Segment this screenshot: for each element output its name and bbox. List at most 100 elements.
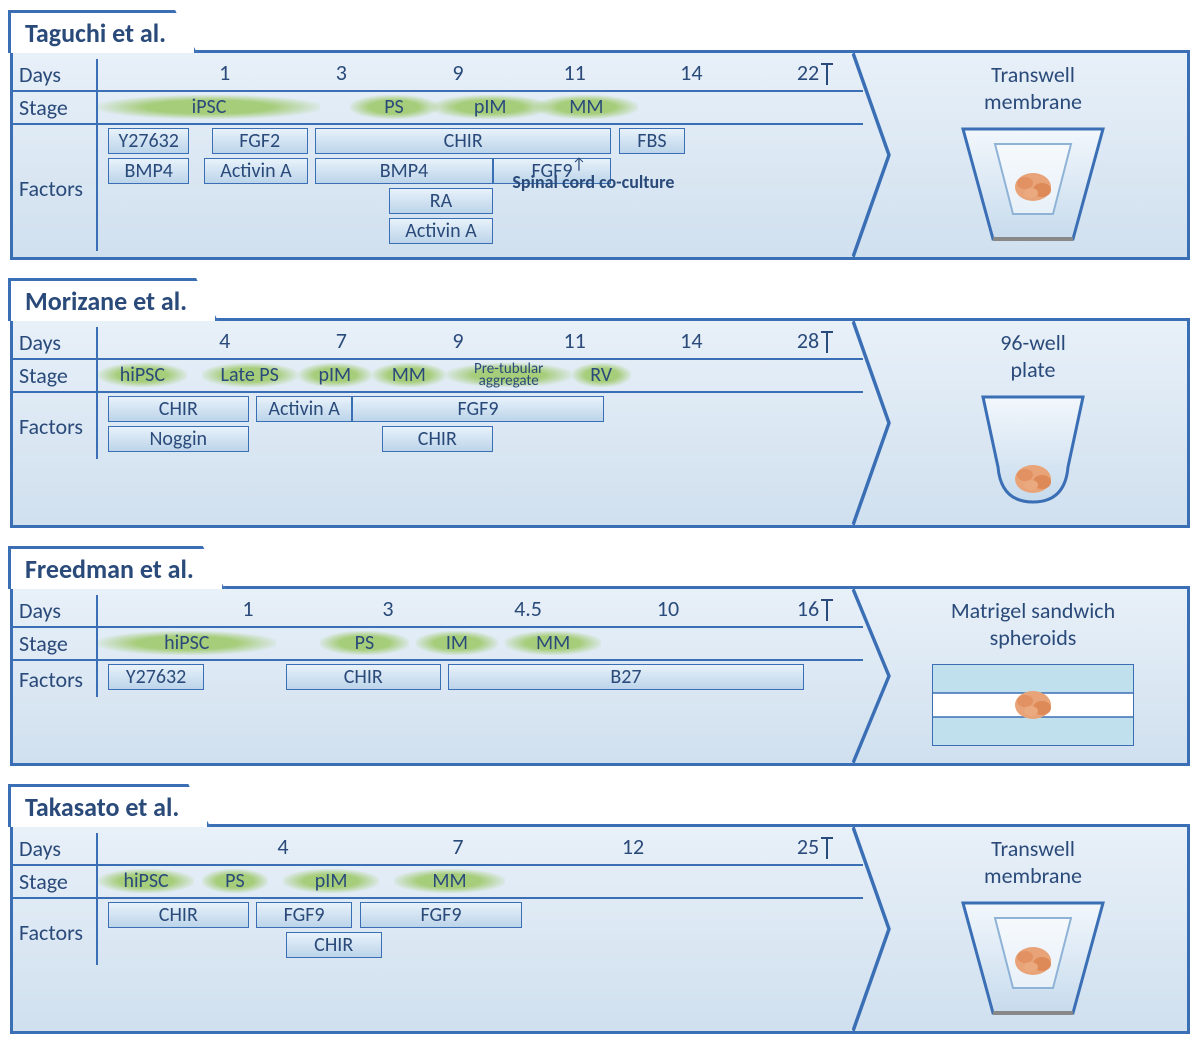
stage-track: hiPSC Late PSpIMMMPre-tubular aggregateRV xyxy=(98,360,863,390)
factor-box: Noggin xyxy=(108,426,249,452)
day-tick: 7 xyxy=(452,833,463,860)
factors-area: Y27632CHIRB27 xyxy=(98,661,863,697)
vessel-label: Matrigel sandwichspheroids xyxy=(889,597,1177,651)
vessel-label: Transwellmembrane xyxy=(889,61,1177,115)
factor-box: Activin A xyxy=(204,158,308,184)
day-tick: 28 xyxy=(797,327,819,354)
days-label: Days xyxy=(13,595,98,626)
stage-track: hiPSCPSpIMMM xyxy=(98,866,863,896)
transwell-icon xyxy=(933,893,1133,1023)
day-tick: 9 xyxy=(452,59,463,86)
day-tick: 11 xyxy=(564,59,586,86)
stage-pill: Pre-tubular aggregate xyxy=(446,363,572,387)
factors-label: Factors xyxy=(13,661,98,697)
day-tick: 10 xyxy=(657,595,679,622)
stage-pill: pIM xyxy=(431,95,549,119)
stage-pill: MM xyxy=(372,363,446,387)
days-axis: 479111428 xyxy=(98,327,863,355)
panel-body: Days139111422StageiPSCPSpIMMMFactorsY276… xyxy=(10,50,1190,260)
stage-label: Stage xyxy=(13,628,98,659)
panel-title-tab: Takasato et al. xyxy=(8,784,210,827)
factor-box: FGF9 xyxy=(360,902,523,928)
stage-pill: MM xyxy=(505,631,601,655)
stage-pill: PS xyxy=(350,95,439,119)
factor-box: FBS xyxy=(619,128,686,154)
days-axis: 1 3 4.5 10 16 xyxy=(98,595,863,623)
stage-pill: PS xyxy=(202,869,269,893)
panel-body: Days471225StagehiPSCPSpIMMMFactorsCHIRFG… xyxy=(10,824,1190,1034)
factor-box: BMP4 xyxy=(315,158,493,184)
day-tick: 14 xyxy=(680,59,702,86)
stage-pill: pIM xyxy=(298,363,372,387)
day-tick: 22 xyxy=(797,59,819,86)
protocol-panel: Taguchi et al.Days139111422StageiPSCPSpI… xyxy=(10,10,1190,260)
factors-label: Factors xyxy=(13,393,98,459)
stage-pill: hiPSC xyxy=(98,869,194,893)
matrigel-icon xyxy=(923,655,1143,755)
panel-title-tab: Morizane et al. xyxy=(8,278,218,321)
stage-pill: MM xyxy=(535,95,639,119)
factor-box: Y27632 xyxy=(108,128,189,154)
vessel-label: 96-wellplate xyxy=(889,329,1177,383)
day-tick: 25 xyxy=(797,833,819,860)
day-tick: 16 xyxy=(797,595,819,622)
stage-track: hiPSC PS IM MM xyxy=(98,628,863,658)
vessel-area: Matrigel sandwichspheroids xyxy=(863,589,1187,763)
transwell-icon xyxy=(933,119,1133,249)
stage-pill: pIM xyxy=(283,869,379,893)
factor-box: CHIR xyxy=(315,128,611,154)
stage-pill: PS xyxy=(320,631,409,655)
panel-title-tab: Freedman et al. xyxy=(8,546,225,589)
stage-pill: RV xyxy=(572,363,631,387)
factors-area: CHIRActivin AFGF9NogginCHIR xyxy=(98,393,863,459)
panel-body: Days134.51016StagehiPSCPSIMMMFactorsY276… xyxy=(10,586,1190,766)
day-tick: 7 xyxy=(336,327,347,354)
factor-box: RA xyxy=(389,188,493,214)
protocol-panel: Freedman et al. Days 1 3 4.5 10 16 StagehiPSC PS… xyxy=(10,546,1190,766)
days-axis: 139111422 xyxy=(98,59,863,87)
factors-label: Factors xyxy=(13,125,98,251)
day-tick: 4 xyxy=(219,327,230,354)
stage-pill: hiPSC xyxy=(98,631,276,655)
days-axis: 471225 xyxy=(98,833,863,861)
stage-label: Stage xyxy=(13,866,98,897)
protocol-panel: Takasato et al. Days471225StagehiPSC PS pIM… xyxy=(10,784,1190,1034)
panel-body: Days479111428StagehiPSCLate PSpIMMMPre-t… xyxy=(10,318,1190,528)
factor-box: B27 xyxy=(448,664,803,690)
protocol-panel: Morizane et al.Days479111428StagehiPSCLa… xyxy=(10,278,1190,528)
factor-box: Activin A xyxy=(256,396,352,422)
stage-track: iPSC PSpIMMM xyxy=(98,92,863,122)
factors-label: Factors xyxy=(13,899,98,965)
stage-pill: iPSC xyxy=(98,95,320,119)
day-tick: 3 xyxy=(382,595,393,622)
well-plate-icon xyxy=(943,387,1123,517)
axis-end-tick xyxy=(826,837,828,859)
day-tick: 1 xyxy=(242,595,253,622)
axis-end-tick xyxy=(826,599,828,621)
days-label: Days xyxy=(13,327,98,358)
days-label: Days xyxy=(13,833,98,864)
day-tick: 9 xyxy=(452,327,463,354)
factor-box: FGF9 xyxy=(256,902,352,928)
panel-title-tab: Taguchi et al. xyxy=(8,10,197,53)
vessel-area: Transwellmembrane xyxy=(863,53,1187,257)
stage-pill: hiPSC xyxy=(98,363,187,387)
day-tick: 14 xyxy=(680,327,702,354)
factor-box: CHIR xyxy=(382,426,493,452)
axis-end-tick xyxy=(826,331,828,353)
factor-box: BMP4 xyxy=(108,158,189,184)
day-tick: 4.5 xyxy=(514,595,542,622)
vessel-area: 96-wellplate xyxy=(863,321,1187,525)
days-label: Days xyxy=(13,59,98,90)
axis-end-tick xyxy=(826,63,828,85)
factor-box: CHIR xyxy=(286,932,382,958)
factors-area: Y27632FGF2CHIRFBSBMP4Activin ABMP4FGF9RA… xyxy=(98,125,863,251)
factor-box: CHIR xyxy=(108,902,249,928)
vessel-label: Transwellmembrane xyxy=(889,835,1177,889)
factor-box: Y27632 xyxy=(108,664,204,690)
day-tick: 3 xyxy=(336,59,347,86)
vessel-area: Transwellmembrane xyxy=(863,827,1187,1031)
stage-pill: Late PS xyxy=(202,363,298,387)
stage-pill: IM xyxy=(416,631,497,655)
factor-box: Activin A xyxy=(389,218,493,244)
